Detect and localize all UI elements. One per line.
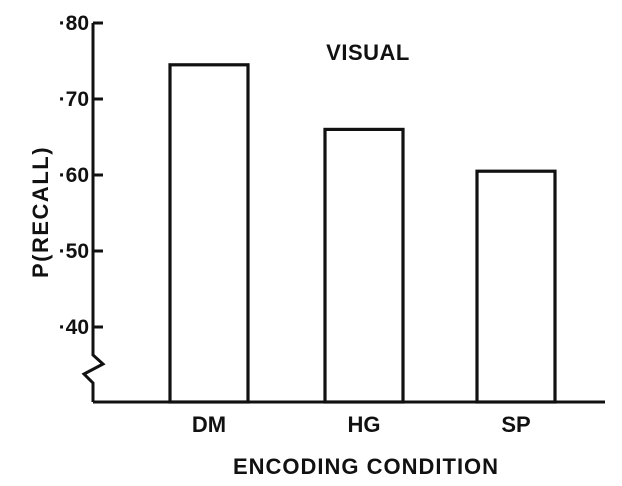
category-label-sp: SP xyxy=(501,412,530,437)
chart-title: VISUAL xyxy=(326,40,410,65)
y-tick-label: ·80 xyxy=(59,12,89,35)
y-tick-label: ·70 xyxy=(59,88,89,111)
y-tick-label: ·60 xyxy=(59,164,89,187)
y-tick-label: ·50 xyxy=(59,240,89,263)
bar-sp xyxy=(475,169,557,404)
y-axis xyxy=(81,23,106,402)
y-axis-line xyxy=(81,23,106,402)
y-tick-label: ·40 xyxy=(59,316,89,339)
bar-dm xyxy=(168,63,250,404)
y-axis-label: P(RECALL) xyxy=(28,146,53,278)
category-labels: DM HG SP xyxy=(192,412,531,437)
bar-hg xyxy=(323,127,405,404)
bars xyxy=(168,63,557,404)
y-ticks: ·80 ·70 ·60 ·50 ·40 xyxy=(59,12,103,339)
x-axis-label: ENCODING CONDITION xyxy=(233,454,499,479)
category-label-hg: HG xyxy=(348,412,381,437)
category-label-dm: DM xyxy=(192,412,226,437)
